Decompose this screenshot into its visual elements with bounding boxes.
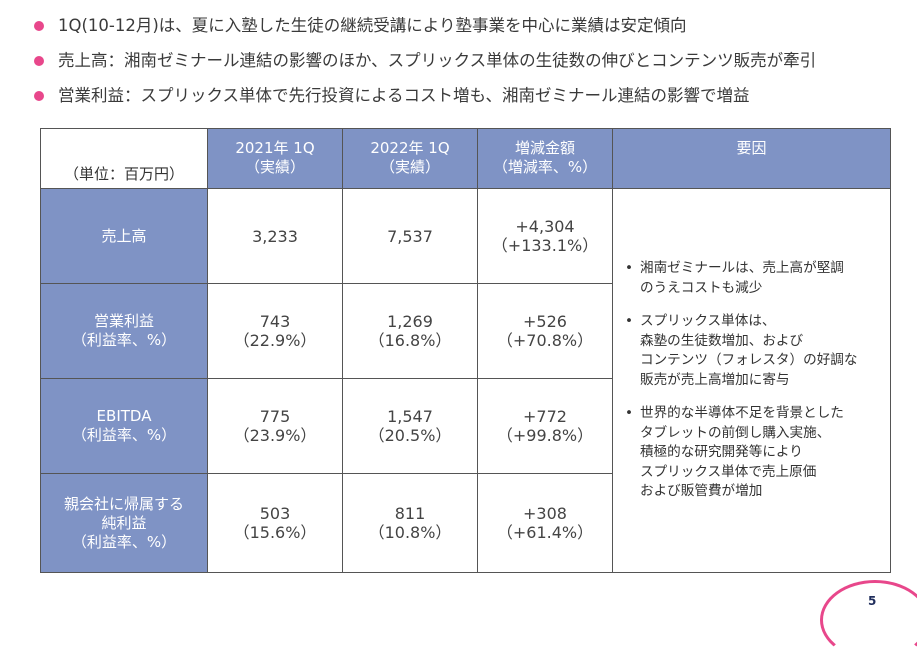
row-label-line: EBITDA <box>96 407 152 425</box>
summary-bullet: 営業利益：スプリックス単体で先行投資によるコスト増も、湘南ゼミナール連結の影響で… <box>34 84 907 119</box>
page-number-badge <box>820 580 917 660</box>
row-label-line: 親会社に帰属する <box>63 494 184 513</box>
pink-dot-icon <box>34 91 44 101</box>
value-rate: （+70.8%） <box>496 331 594 350</box>
unit-label: （単位：百万円） <box>63 165 184 183</box>
value-amount: 743 <box>259 312 291 331</box>
header-2021-sub: （実績） <box>244 158 305 176</box>
value-amount: 3,233 <box>252 226 298 246</box>
value-rate: （15.6%） <box>233 523 317 542</box>
row-label-line: （利益率、%） <box>71 331 177 349</box>
value-2022: 1,547 （20.5%） <box>342 378 478 474</box>
pink-dot-icon <box>34 21 44 31</box>
bullet-dot-icon: • <box>625 313 634 330</box>
value-2022: 1,269 （16.8%） <box>342 283 478 379</box>
value-2021: 3,233 <box>207 188 343 284</box>
row-label-line: （利益率、%） <box>71 532 177 551</box>
list-item: • 世界的な半導体不足を背景とした タブレットの前倒し購入実施、 積極的な研究開発… <box>625 404 884 502</box>
list-item: • 湘南ゼミナールは、売上高が堅調 のうえコストも減少 <box>625 259 884 298</box>
header-change-sub: （増減率、%） <box>492 158 598 176</box>
bullet-dot-icon: • <box>625 260 634 277</box>
row-label-net-income: 親会社に帰属する 純利益 （利益率、%） <box>40 473 208 573</box>
value-amount: 775 <box>259 407 291 426</box>
value-2021: 743 （22.9%） <box>207 283 343 379</box>
row-label-line: 純利益 <box>101 513 147 532</box>
value-amount: +308 <box>523 504 567 523</box>
value-2022: 811 （10.8%） <box>342 473 478 573</box>
unit-label-cell: （単位：百万円） <box>40 128 208 189</box>
reasons-list: • 湘南ゼミナールは、売上高が堅調 のうえコストも減少 • スプリックス単体は、 森… <box>613 259 890 502</box>
value-rate: （10.8%） <box>368 523 452 542</box>
row-label-line: （利益率、%） <box>71 426 177 444</box>
value-amount: 1,269 <box>387 312 433 331</box>
table-header-row: （単位：百万円） 2021年 1Q （実績） 2022年 1Q （実績） 増減金… <box>40 128 891 189</box>
header-2022-1q: 2022年 1Q （実績） <box>342 128 478 189</box>
summary-bullet: 1Q(10-12月)は、夏に入塾した生徒の継続受講により塾事業を中心に業績は安定… <box>34 14 907 49</box>
bullet-dot-icon: • <box>625 405 634 422</box>
value-amount: +4,304 <box>515 217 575 236</box>
table-row: 営業利益 （利益率、%） 743 （22.9%） 1,269 （16.8%） +… <box>40 283 891 379</box>
page-number: 5 <box>868 594 877 608</box>
header-2021-1q: 2021年 1Q （実績） <box>207 128 343 189</box>
table-row: 売上高 3,233 7,537 +4,304 （+133.1%） • 湘南ゼミナー… <box>40 188 891 573</box>
reasons-cell: • 湘南ゼミナールは、売上高が堅調 のうえコストも減少 • スプリックス単体は、 森… <box>612 188 891 573</box>
value-amount: 811 <box>394 504 426 523</box>
header-2022-sub: （実績） <box>379 158 440 176</box>
header-2022-title: 2022年 1Q <box>370 139 450 157</box>
summary-text: 売上高：湘南ゼミナール連結の影響のほか、スプリックス単体の生徒数の伸びとコンテン… <box>58 51 817 70</box>
value-amount: +526 <box>523 312 567 331</box>
table-row: EBITDA （利益率、%） 775 （23.9%） 1,547 （20.5%）… <box>40 378 891 474</box>
value-change: +4,304 （+133.1%） <box>477 188 613 284</box>
value-rate: （+133.1%） <box>491 236 599 255</box>
header-change: 増減金額 （増減率、%） <box>477 128 613 189</box>
value-rate: （+99.8%） <box>496 426 594 445</box>
value-rate: （20.5%） <box>368 426 452 445</box>
table-row: 親会社に帰属する 純利益 （利益率、%） 503 （15.6%） 811 （10… <box>40 473 891 573</box>
value-amount: 7,537 <box>387 226 433 246</box>
reason-text: 湘南ゼミナールは、売上高が堅調 のうえコストも減少 <box>640 260 844 296</box>
value-change: +308 （+61.4%） <box>477 473 613 573</box>
summary-bullets: 1Q(10-12月)は、夏に入塾した生徒の継続受講により塾事業を中心に業績は安定… <box>34 14 907 119</box>
summary-text: 営業利益：スプリックス単体で先行投資によるコスト増も、湘南ゼミナール連結の影響で… <box>58 86 750 105</box>
value-amount: +772 <box>523 407 567 426</box>
value-2021: 775 （23.9%） <box>207 378 343 474</box>
value-rate: （+61.4%） <box>496 523 594 542</box>
row-label-line: 営業利益 <box>93 312 154 330</box>
reason-text: スプリックス単体は、 森塾の生徒数増加、および コンテンツ（フォレスタ）の好調な… <box>640 313 858 388</box>
value-amount: 503 <box>259 504 291 523</box>
value-2022: 7,537 <box>342 188 478 284</box>
value-rate: （23.9%） <box>233 426 317 445</box>
value-rate: （16.8%） <box>368 331 452 350</box>
header-change-title: 増減金額 <box>514 139 575 157</box>
header-reasons: 要因 <box>612 128 891 189</box>
row-label-ebitda: EBITDA （利益率、%） <box>40 378 208 474</box>
list-item: • スプリックス単体は、 森塾の生徒数増加、および コンテンツ（フォレスタ）の好調… <box>625 312 884 390</box>
row-label-line: 売上高 <box>101 226 147 245</box>
header-reasons-label: 要因 <box>736 139 767 157</box>
value-change: +526 （+70.8%） <box>477 283 613 379</box>
financial-results-table: （単位：百万円） 2021年 1Q （実績） 2022年 1Q （実績） 増減金… <box>40 128 891 573</box>
value-change: +772 （+99.8%） <box>477 378 613 474</box>
row-label-sales: 売上高 <box>40 188 208 284</box>
summary-bullet: 売上高：湘南ゼミナール連結の影響のほか、スプリックス単体の生徒数の伸びとコンテン… <box>34 49 907 84</box>
pink-dot-icon <box>34 56 44 66</box>
value-rate: （22.9%） <box>233 331 317 350</box>
value-2021: 503 （15.6%） <box>207 473 343 573</box>
value-amount: 1,547 <box>387 407 433 426</box>
reason-text: 世界的な半導体不足を背景とした タブレットの前倒し購入実施、 積極的な研究開発等… <box>640 405 844 500</box>
summary-text: 1Q(10-12月)は、夏に入塾した生徒の継続受講により塾事業を中心に業績は安定… <box>58 16 687 35</box>
header-2021-title: 2021年 1Q <box>235 139 315 157</box>
row-label-operating-income: 営業利益 （利益率、%） <box>40 283 208 379</box>
